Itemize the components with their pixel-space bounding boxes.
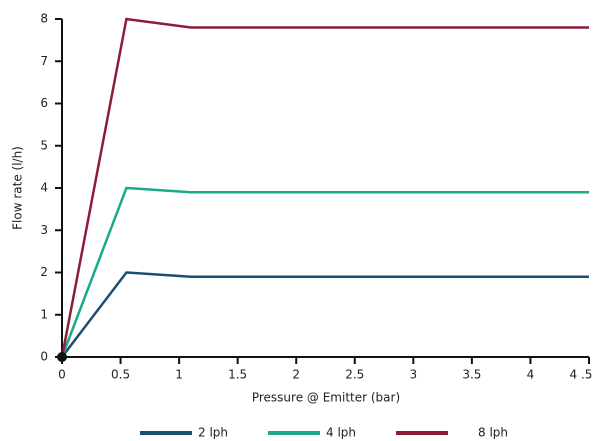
series-line bbox=[61, 271, 589, 358]
y-tick-label: 6 bbox=[40, 96, 48, 110]
series-line bbox=[60, 186, 589, 358]
legend-label: 8 lph bbox=[478, 426, 508, 440]
y-tick-label: 5 bbox=[40, 138, 48, 152]
x-tick-label: 2.5 bbox=[345, 368, 364, 382]
x-tick-label: 4 .5 bbox=[570, 368, 593, 382]
y-axis-title: Flow rate (l/h) bbox=[11, 146, 25, 230]
y-tick-label: 4 bbox=[40, 181, 48, 195]
x-tick-label: 0 bbox=[58, 368, 66, 382]
x-tick-label: 3.5 bbox=[462, 368, 481, 382]
y-tick-label: 2 bbox=[40, 265, 48, 279]
origin-dot bbox=[57, 352, 67, 362]
x-axis-title: Pressure @ Emitter (bar) bbox=[252, 391, 400, 405]
y-tick-label: 8 bbox=[40, 12, 48, 26]
y-tick-label: 7 bbox=[40, 54, 48, 68]
x-tick-label: 1.5 bbox=[228, 368, 247, 382]
series-line bbox=[60, 17, 589, 358]
y-tick-label: 3 bbox=[40, 223, 48, 237]
x-tick-label: 2 bbox=[292, 368, 300, 382]
x-tick-label: 0.5 bbox=[111, 368, 130, 382]
x-tick-label: 1 bbox=[175, 368, 183, 382]
y-tick-label: 1 bbox=[40, 307, 48, 321]
x-tick-label: 3 bbox=[410, 368, 418, 382]
x-tick-label: 4 bbox=[527, 368, 535, 382]
y-tick-label: 0 bbox=[40, 350, 48, 364]
legend-label: 2 lph bbox=[198, 426, 228, 440]
legend-label: 4 lph bbox=[326, 426, 356, 440]
